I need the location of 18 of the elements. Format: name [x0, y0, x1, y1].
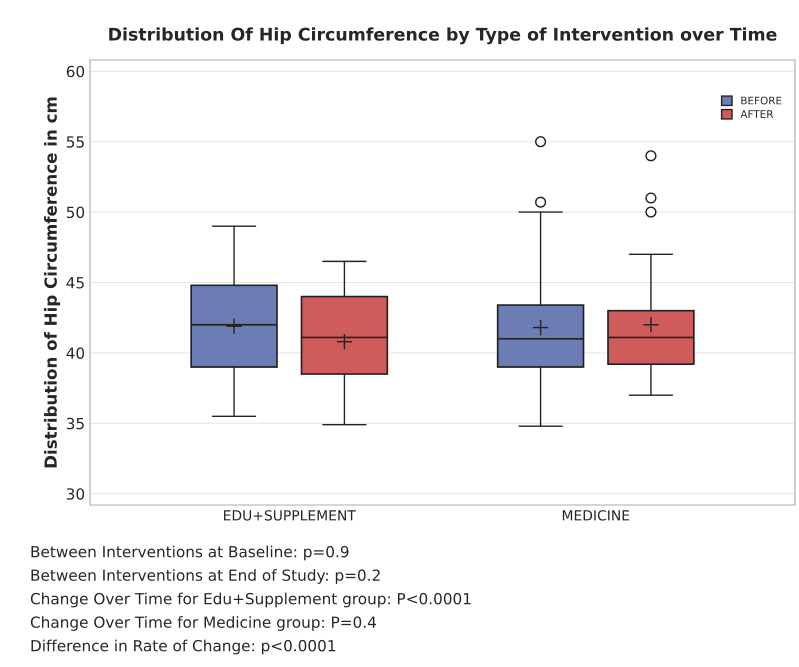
- text: Between Interventions at Baseline: p=0.9: [32, 546, 348, 560]
- legend-label: BEFORE: [741, 96, 782, 104]
- y-axis-title: Distribution of Hip Circumference in cm: [44, 97, 60, 468]
- y-tick-label: 40: [66, 347, 84, 359]
- y-tick-label: 60: [66, 66, 84, 78]
- y-tick-label: 35: [66, 418, 84, 430]
- y-tick-label: 45: [66, 277, 84, 289]
- x-tick-label: MEDICINE: [562, 510, 630, 521]
- y-tick-label: 30: [66, 488, 84, 500]
- text: Change Over Time for Medicine group: P=0.4: [30, 616, 376, 631]
- x-tick-label: EDU+SUPPLEMENT: [224, 510, 356, 521]
- text: Between Interventions at End of Study: p=0.2: [32, 569, 380, 584]
- y-tick-label: 50: [66, 206, 84, 218]
- text: Change Over Time for Edu+Supplement group: P<0.0001: [30, 592, 471, 608]
- text: Difference in Rate of Change: p<0.0001: [32, 640, 336, 654]
- y-tick-label: 55: [66, 136, 84, 148]
- legend-label: AFTER: [740, 110, 774, 118]
- chart-title: Distribution Of Hip Circumference by Type of Intervention over Time: [109, 27, 777, 44]
